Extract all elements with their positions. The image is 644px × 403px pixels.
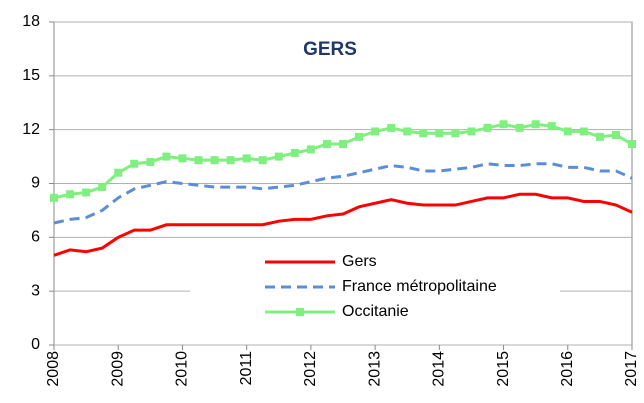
marker xyxy=(274,152,283,161)
legend-label: Occitanie xyxy=(342,303,409,320)
x-tick-label: 2008 xyxy=(45,351,62,387)
y-tick-label: 6 xyxy=(31,229,40,246)
marker xyxy=(628,140,636,149)
y-tick-label: 15 xyxy=(22,67,40,84)
series-line xyxy=(53,162,633,225)
legend: Gers France métropolitaine Occitanie xyxy=(190,246,560,326)
marker xyxy=(451,129,460,138)
series-line xyxy=(53,192,633,257)
x-tick-label: 2010 xyxy=(174,351,191,387)
marker xyxy=(242,154,251,163)
x-tick-label: 2009 xyxy=(109,351,126,387)
marker xyxy=(146,157,155,166)
marker xyxy=(210,156,219,165)
marker xyxy=(339,140,347,149)
x-tick-label: 2012 xyxy=(302,351,319,387)
marker xyxy=(162,152,171,161)
marker xyxy=(595,132,604,141)
marker xyxy=(499,120,508,129)
marker xyxy=(50,193,58,202)
marker xyxy=(483,123,492,132)
marker xyxy=(547,122,556,131)
marker xyxy=(435,129,444,138)
x-tick-label: 2016 xyxy=(559,351,576,387)
legend-label: France métropolitaine xyxy=(342,278,497,295)
marker xyxy=(355,132,364,141)
marker xyxy=(419,129,428,138)
x-tick-label: 2015 xyxy=(495,351,512,387)
marker xyxy=(130,159,139,168)
y-tick-label: 9 xyxy=(31,175,40,192)
y-tick-label: 3 xyxy=(31,282,40,299)
marker xyxy=(258,156,267,165)
marker xyxy=(98,183,107,192)
y-tick-label: 12 xyxy=(22,121,40,138)
marker xyxy=(611,131,620,140)
marker xyxy=(290,148,299,157)
marker xyxy=(306,145,315,154)
marker xyxy=(403,127,412,136)
marker xyxy=(194,156,203,165)
x-tick-label: 2013 xyxy=(366,351,383,387)
y-tick-label: 18 xyxy=(22,13,40,30)
x-tick-label: 2014 xyxy=(431,351,448,387)
marker xyxy=(579,127,588,136)
marker xyxy=(322,140,331,149)
marker xyxy=(226,156,235,165)
y-tick-label: 0 xyxy=(31,336,40,353)
marker xyxy=(531,120,540,129)
marker xyxy=(178,154,187,163)
marker xyxy=(82,188,91,197)
x-tick-label: 2011 xyxy=(238,351,255,386)
marker xyxy=(66,190,75,199)
marker xyxy=(387,123,396,132)
marker xyxy=(467,127,476,136)
marker xyxy=(515,123,524,132)
legend-label: Gers xyxy=(342,253,377,270)
x-tick-label: 2017 xyxy=(623,351,640,387)
legend-marker xyxy=(296,308,304,316)
marker xyxy=(563,127,572,136)
marker xyxy=(371,127,380,136)
legend-box xyxy=(190,246,560,326)
chart-title: GERS xyxy=(303,39,357,60)
marker xyxy=(114,168,123,177)
